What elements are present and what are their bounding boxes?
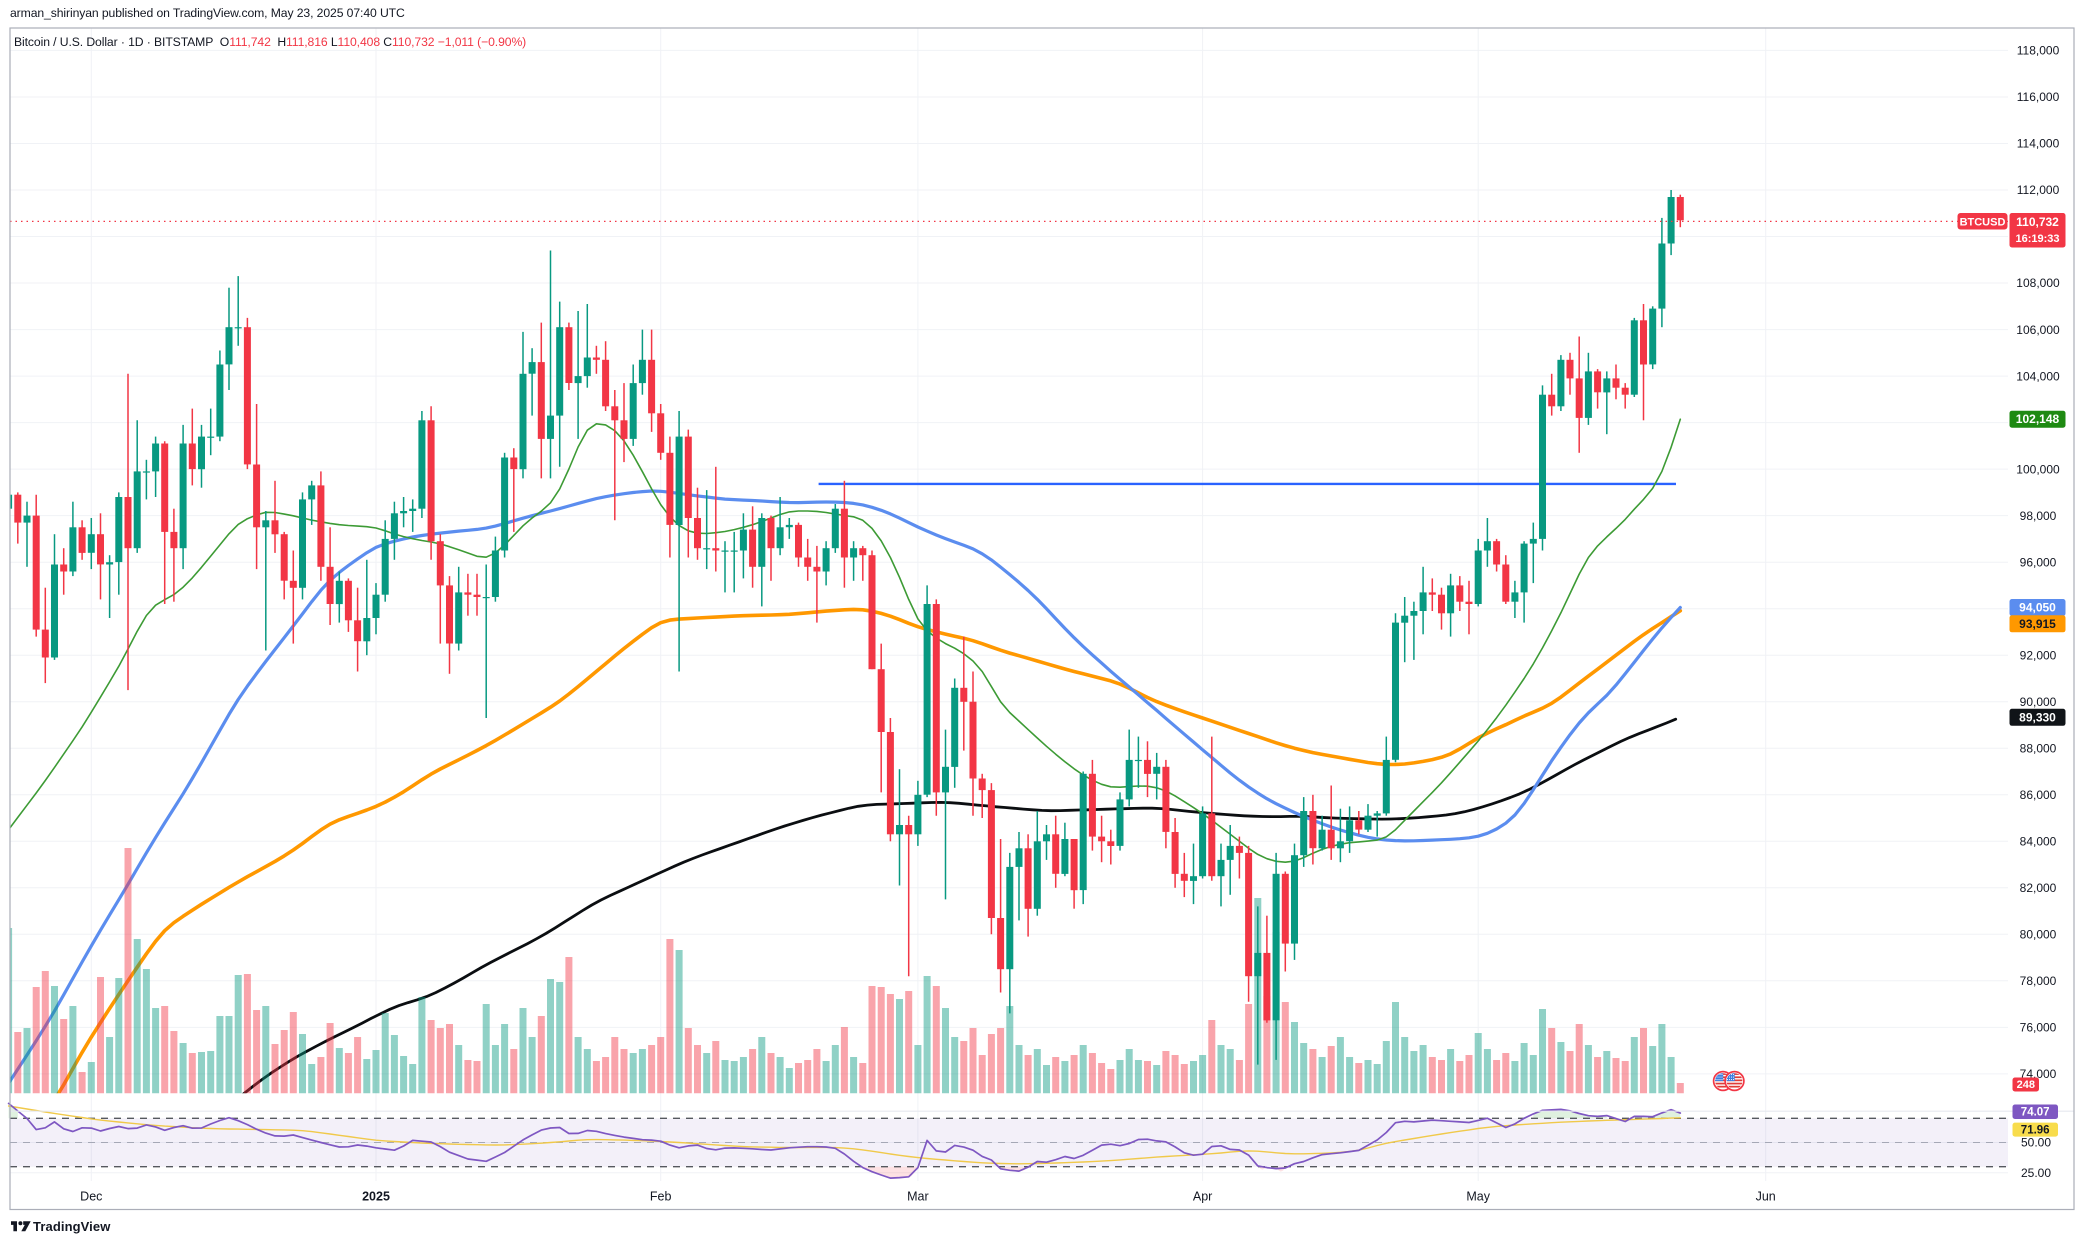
svg-text:88,000: 88,000	[2020, 741, 2057, 755]
svg-text:84,000: 84,000	[2020, 835, 2057, 849]
svg-text:112,000: 112,000	[2017, 183, 2060, 197]
svg-text:Dec: Dec	[80, 1190, 102, 1204]
svg-text:76,000: 76,000	[2020, 1021, 2057, 1035]
svg-text:96,000: 96,000	[2020, 555, 2057, 569]
svg-text:92,000: 92,000	[2020, 648, 2057, 662]
svg-text:71.96: 71.96	[2021, 1125, 2050, 1137]
svg-text:Feb: Feb	[650, 1190, 672, 1204]
svg-text:80,000: 80,000	[2020, 928, 2057, 942]
svg-text:108,000: 108,000	[2016, 276, 2060, 290]
svg-text:93,915: 93,915	[2019, 617, 2056, 631]
svg-text:25.00: 25.00	[2021, 1166, 2051, 1180]
svg-text:Jun: Jun	[1756, 1190, 1776, 1204]
svg-text:94,050: 94,050	[2019, 601, 2056, 615]
svg-text:102,148: 102,148	[2016, 412, 2060, 426]
svg-text:78,000: 78,000	[2020, 974, 2057, 988]
svg-text:114,000: 114,000	[2017, 137, 2060, 151]
svg-text:118,000: 118,000	[2017, 44, 2060, 58]
svg-text:BTCUSD: BTCUSD	[1960, 217, 2006, 229]
svg-text:110,732: 110,732	[2016, 215, 2059, 229]
svg-text:106,000: 106,000	[2016, 323, 2060, 337]
svg-text:90,000: 90,000	[2020, 695, 2057, 709]
svg-text:82,000: 82,000	[2020, 881, 2057, 895]
svg-text:116,000: 116,000	[2017, 90, 2060, 104]
svg-text:50.00: 50.00	[2021, 1136, 2051, 1150]
svg-text:2025: 2025	[362, 1190, 390, 1204]
svg-text:98,000: 98,000	[2020, 509, 2057, 523]
svg-text:Mar: Mar	[907, 1190, 929, 1204]
svg-text:89,330: 89,330	[2019, 710, 2056, 724]
svg-text:74.07: 74.07	[2021, 1107, 2050, 1119]
svg-text:104,000: 104,000	[2016, 369, 2060, 383]
svg-text:16:19:33: 16:19:33	[2015, 233, 2059, 245]
svg-text:248: 248	[2017, 1079, 2035, 1091]
svg-text:Apr: Apr	[1193, 1190, 1212, 1204]
svg-text:86,000: 86,000	[2020, 788, 2057, 802]
svg-text:100,000: 100,000	[2016, 462, 2060, 476]
svg-text:May: May	[1466, 1190, 1490, 1204]
